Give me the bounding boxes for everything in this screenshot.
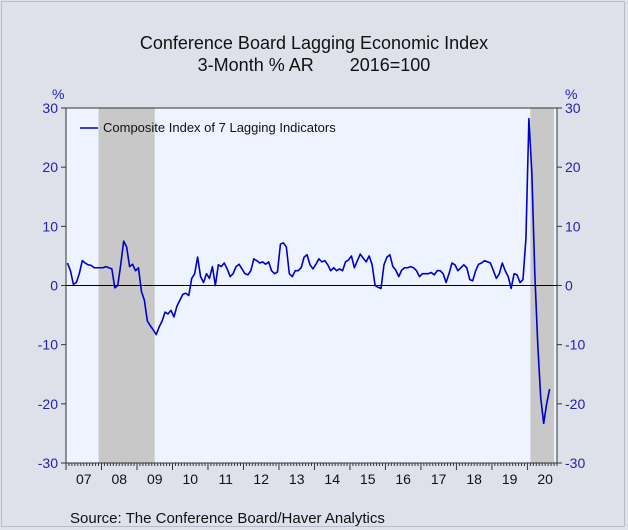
y-tick-label-left: -10 <box>38 337 58 353</box>
x-tick-label: 17 <box>431 471 447 487</box>
series-line <box>66 117 551 425</box>
y-tick-label-left: 10 <box>42 218 58 234</box>
x-tick-label: 20 <box>537 471 553 487</box>
x-tick-label: 08 <box>111 471 127 487</box>
legend-label: Composite Index of 7 Lagging Indicators <box>103 120 336 135</box>
y-tick-label-left: 20 <box>42 159 58 175</box>
chart-subtitle: 3-Month % AR 2016=100 <box>0 55 628 76</box>
y-tick-label-right: 0 <box>565 278 573 294</box>
y-tick-label-right: -30 <box>565 455 585 471</box>
y-tick-label-right: -20 <box>565 396 585 412</box>
y-tick-label-left: 30 <box>42 100 58 116</box>
y-tick-label-left: 0 <box>50 278 58 294</box>
source-note: Source: The Conference Board/Haver Analy… <box>70 510 385 527</box>
subtitle-base-year: 2016=100 <box>349 55 431 75</box>
x-tick-label: 12 <box>253 471 269 487</box>
chart-title: Conference Board Lagging Economic Index <box>139 33 489 53</box>
x-tick-label: 15 <box>360 471 376 487</box>
x-tick-label: 11 <box>218 471 233 487</box>
y-tick-label-left: -20 <box>38 396 58 412</box>
x-tick-label: 10 <box>182 471 198 487</box>
x-tick-label: 13 <box>289 471 305 487</box>
x-tick-label: 18 <box>466 471 482 487</box>
x-tick-label: 19 <box>502 471 518 487</box>
y-tick-label-left: -30 <box>38 455 58 471</box>
subtitle-rate: 3-Month % AR <box>197 55 314 75</box>
x-tick-label: 09 <box>147 471 163 487</box>
y-axis-unit-right: % <box>565 86 578 102</box>
y-tick-label-right: -10 <box>565 337 585 353</box>
y-tick-label-right: 20 <box>565 159 581 175</box>
x-tick-label: 14 <box>324 471 340 487</box>
x-tick-label: 16 <box>395 471 411 487</box>
x-tick-label: 07 <box>76 471 92 487</box>
y-tick-label-right: 30 <box>565 100 581 116</box>
y-axis-unit-left: % <box>52 86 65 102</box>
y-tick-label-right: 10 <box>565 218 581 234</box>
